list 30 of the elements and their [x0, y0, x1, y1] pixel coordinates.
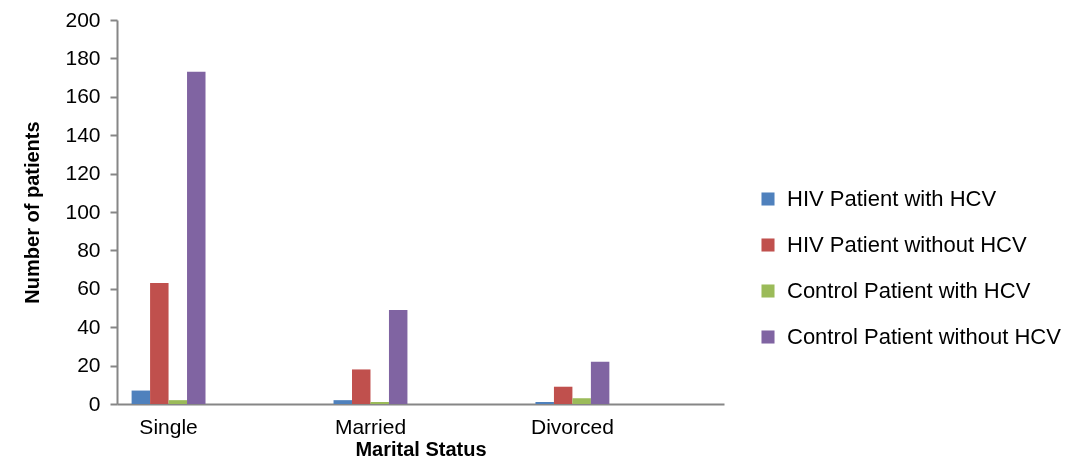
- bar: [131, 390, 151, 404]
- legend-label: HIV Patient with HCV: [787, 186, 997, 211]
- x-tick-label: Married: [334, 414, 407, 438]
- y-tick-label: 40: [77, 314, 101, 338]
- y-tick-label: 140: [65, 122, 101, 146]
- y-tick-label: 20: [77, 353, 101, 377]
- bar: [352, 369, 371, 404]
- legend-label: Control Patient without HCV: [787, 324, 1062, 349]
- legend-label: Control Patient with HCV: [787, 278, 1031, 303]
- y-axis-title: Number of patients: [21, 121, 44, 304]
- bar: [572, 398, 591, 404]
- bar: [333, 400, 353, 404]
- bar: [168, 400, 188, 404]
- y-tick-label: 180: [65, 45, 101, 69]
- bar: [553, 386, 573, 404]
- y-tick-label: 0: [88, 391, 101, 415]
- y-tick-label: 120: [65, 161, 101, 185]
- x-tick-label: Single: [139, 414, 198, 438]
- y-tick-label: 80: [77, 237, 101, 261]
- y-tick-label: 200: [65, 7, 101, 31]
- y-tick-label: 60: [77, 276, 101, 300]
- bar: [590, 361, 610, 404]
- bar: [187, 71, 206, 404]
- x-axis-title: Marital Status: [355, 437, 487, 460]
- bar: [388, 309, 408, 404]
- legend-label: HIV Patient without HCV: [787, 232, 1027, 257]
- y-tick-label: 160: [65, 84, 101, 108]
- y-tick-label: 100: [65, 199, 101, 223]
- x-tick-label: Divorced: [530, 414, 614, 438]
- bar: [150, 283, 169, 404]
